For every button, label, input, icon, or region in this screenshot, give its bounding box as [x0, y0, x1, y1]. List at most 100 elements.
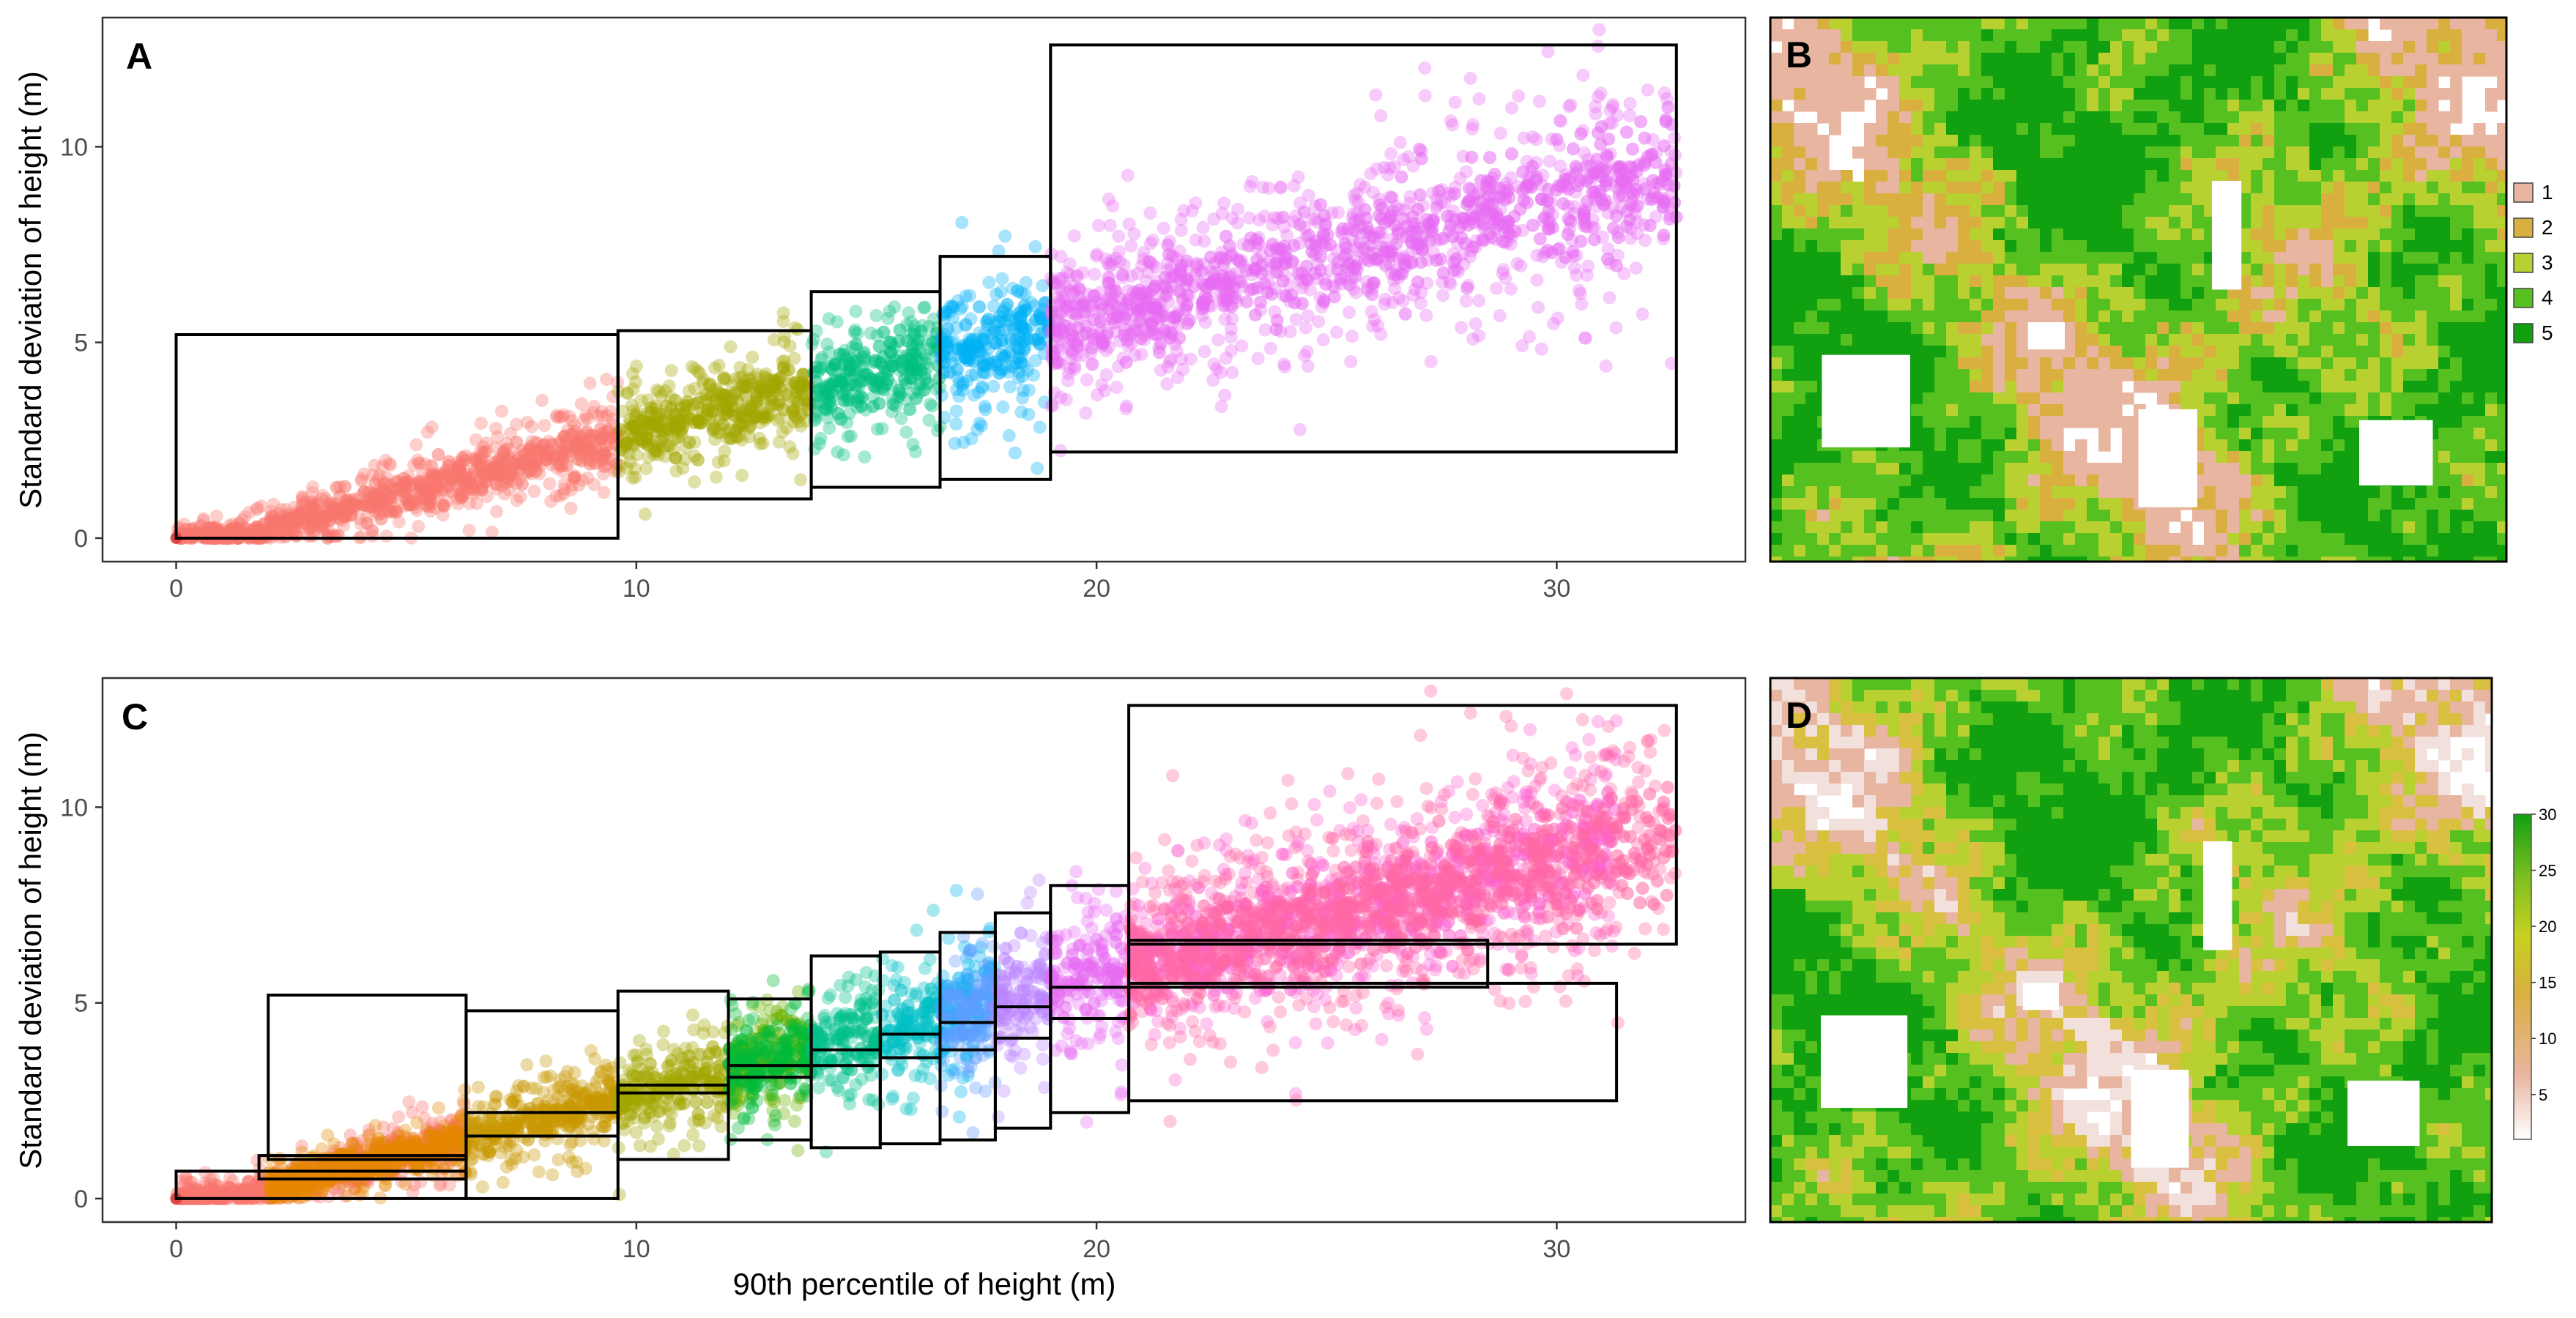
panel-a-point: [628, 470, 642, 484]
panel-a-point: [1663, 212, 1677, 226]
panel-a-point: [1664, 157, 1678, 171]
panel-a-point: [1559, 179, 1573, 193]
panel-a-point: [1196, 220, 1210, 234]
panel-a-point: [691, 365, 705, 379]
panel-c-point: [433, 1179, 447, 1193]
panel-a-point: [1634, 115, 1648, 129]
panel-a-point: [1002, 309, 1016, 323]
panel-a-point: [1016, 391, 1030, 405]
panel-c-point: [795, 1091, 809, 1105]
panel-a-point: [564, 502, 578, 515]
panel-c-point: [771, 1065, 784, 1079]
panel-c-point: [686, 1071, 699, 1084]
panel-a-point: [1472, 294, 1486, 308]
panel-a-point: [1411, 275, 1425, 289]
panel-a-point: [186, 522, 200, 536]
panel-a-point: [1034, 312, 1048, 326]
panel-a-point: [1129, 286, 1143, 300]
panel-c-point: [765, 1085, 779, 1098]
panel-a-point: [1127, 227, 1141, 241]
panel-a-point: [305, 480, 319, 494]
panel-a-point: [1461, 218, 1475, 232]
panel-a-point: [1483, 151, 1497, 165]
panel-a-point: [1291, 170, 1305, 184]
panel-a-point: [1578, 331, 1592, 345]
panel-a-point: [1606, 97, 1620, 111]
panel-a-point: [719, 408, 732, 422]
panel-a-point: [1354, 178, 1367, 192]
panel-a-point: [978, 399, 992, 413]
panel-c-point: [475, 1180, 489, 1194]
panel-a-point: [909, 392, 923, 406]
panel-a-point: [1243, 179, 1257, 193]
panel-c-point: [790, 1098, 803, 1112]
panel-c-point: [777, 1106, 791, 1120]
panel-a-point: [1609, 209, 1623, 223]
panel-c-point: [442, 1178, 456, 1192]
panel-a-point: [368, 458, 382, 472]
panel-a-point: [1105, 258, 1118, 272]
panel-a-point: [1578, 331, 1592, 345]
panel-c-point: [454, 1112, 468, 1126]
panel-a-point: [1461, 194, 1475, 208]
panel-a-point: [355, 474, 368, 488]
panel-a-point: [440, 468, 454, 482]
panel-a-point: [1436, 288, 1450, 302]
panel-a-point: [1089, 249, 1103, 263]
panel-a-point: [787, 351, 801, 365]
panel-a-point: [712, 359, 726, 372]
panel-c-point: [546, 1124, 560, 1138]
panel-a-point: [959, 317, 973, 331]
panel-a-point: [794, 419, 808, 433]
panel-a-point: [791, 395, 805, 409]
panel-a-point: [1601, 242, 1615, 256]
panel-a-point: [1235, 339, 1249, 353]
panel-a-point: [1198, 234, 1211, 248]
panel-a-point: [1543, 154, 1556, 168]
panel-a-point: [992, 315, 1006, 329]
panel-a-point: [1019, 276, 1033, 289]
panel-a-point: [1661, 100, 1675, 114]
panel-a-point: [295, 491, 309, 504]
panel-c-point: [357, 1180, 371, 1194]
panel-a-border: [101, 16, 1747, 563]
panel-a-point: [502, 471, 515, 485]
panel-a-point: [1080, 373, 1094, 387]
panel-a-point: [815, 350, 829, 364]
panel-a-point: [1068, 362, 1082, 376]
panel-a-point: [587, 477, 601, 491]
panel-c-point: [410, 1116, 424, 1130]
panel-a-point: [822, 312, 836, 326]
panel-a-point: [1466, 122, 1479, 135]
panel-a-point: [810, 395, 824, 409]
panel-a-point: [1665, 357, 1679, 371]
panel-c-point: [779, 1032, 793, 1046]
panel-a-point: [938, 335, 952, 349]
panel-a-point: [587, 399, 601, 413]
panel-a-point: [1458, 237, 1472, 250]
panel-a-point: [870, 422, 884, 436]
panel-a-point: [1293, 422, 1307, 436]
panel-a-point: [1336, 222, 1350, 236]
panel-a-point: [1181, 316, 1195, 330]
panel-a-point: [706, 423, 720, 437]
panel-a-point: [1302, 188, 1315, 202]
panel-c-point: [764, 1092, 777, 1106]
panel-a-point: [1210, 362, 1224, 376]
panel-a-y-tick-label: 5: [74, 330, 88, 357]
panel-a-point: [1141, 265, 1155, 279]
panel-c-point: [448, 1136, 461, 1150]
panel-a-point: [1054, 250, 1068, 264]
panel-a-point: [604, 404, 617, 418]
panel-a-point: [626, 367, 639, 381]
panel-a-point: [1162, 355, 1176, 369]
panel-a-point: [1270, 313, 1284, 327]
panel-a-point: [1526, 130, 1540, 144]
panel-c-point: [730, 1019, 744, 1032]
panel-a-point: [477, 445, 491, 459]
panel-c-point: [563, 1120, 577, 1133]
panel-c-point: [667, 1043, 681, 1057]
panel-a-point: [896, 361, 910, 375]
panel-a-point: [620, 386, 634, 400]
